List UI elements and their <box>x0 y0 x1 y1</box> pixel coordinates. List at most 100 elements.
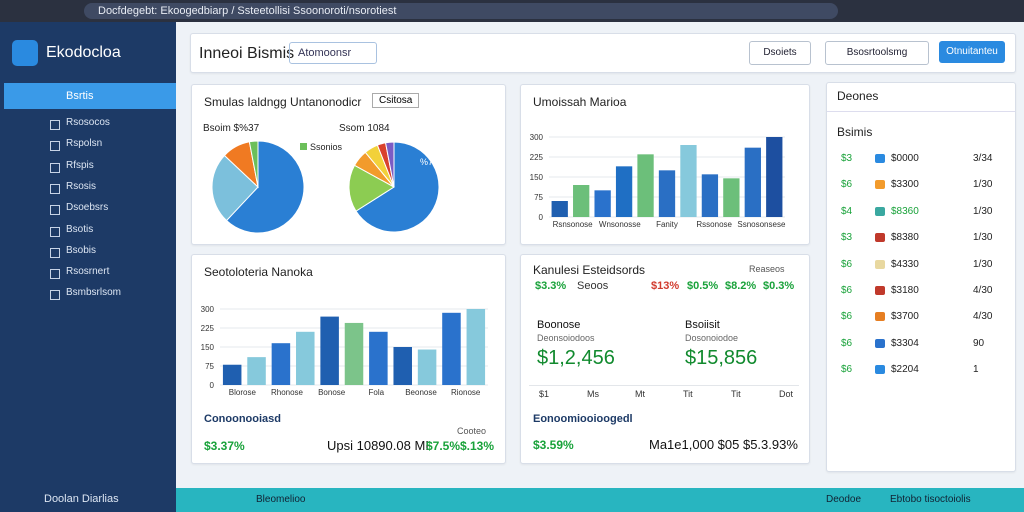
button[interactable]: Dsoiets <box>749 41 811 65</box>
nav-item[interactable]: Rspolsn <box>66 138 103 150</box>
row-cell: $6 <box>841 179 853 191</box>
bar <box>744 147 761 217</box>
bar <box>701 174 719 217</box>
axis-label: $1 <box>539 389 550 399</box>
stat: $13% <box>651 280 680 292</box>
stat: $3.37% <box>204 439 245 453</box>
bar <box>247 357 266 385</box>
page-title: Inneoi Bismis <box>199 45 295 62</box>
nav-icon <box>50 290 60 301</box>
nav-item[interactable]: Bsotis <box>66 223 94 235</box>
bar-chart: 0 75 150 225 300 Blorose Rhonose Bonose Fola Beon… <box>201 305 488 397</box>
select[interactable]: Reaseos <box>749 264 785 274</box>
x-tick-label: Ssnosonsese <box>737 220 786 229</box>
metric-label: Bsoiisit <box>685 319 720 331</box>
y-tick-label: 225 <box>530 153 544 162</box>
bar <box>766 137 783 217</box>
row-cell: $6 <box>841 258 853 270</box>
y-tick-label: 150 <box>530 173 544 182</box>
button[interactable]: Otnuitanteu <box>939 41 1005 63</box>
panel-header[interactable]: Bsimis <box>837 125 873 139</box>
x-tick-label: Rssonose <box>696 220 732 229</box>
nav-item[interactable]: Bsobis <box>66 244 97 256</box>
panel-header[interactable]: Deones <box>837 89 879 103</box>
y-tick-label: 225 <box>201 324 215 333</box>
row-cell: $3 <box>841 232 853 244</box>
bar <box>320 316 339 385</box>
stat: $7.5% <box>426 439 461 453</box>
bar <box>417 349 437 385</box>
logo <box>12 40 38 66</box>
legend-label: Ssonios <box>310 142 343 152</box>
y-tick-label: 75 <box>534 193 543 202</box>
row-cell: $3 <box>841 153 853 164</box>
bar <box>271 343 291 385</box>
legend-swatch <box>300 143 307 150</box>
nav-item[interactable]: Rsosrnert <box>66 266 110 278</box>
pie-charts: Bsoim $%37 Ssonios Ssom 1084 %7 <box>203 123 440 234</box>
sidebar-footer: Doolan Diarlias <box>44 493 119 505</box>
row-cell: 4/30 <box>973 285 993 296</box>
stat: $3.59% <box>533 438 574 452</box>
x-tick-label: Fola <box>369 388 385 397</box>
row-cell: $3180 <box>891 285 919 296</box>
button[interactable]: Bsosrtoolsmg <box>825 41 929 65</box>
bar <box>637 154 654 217</box>
nav-label: Bsrtis <box>66 90 94 102</box>
footer-text: Ebtobo tisoctoiolis <box>890 494 971 505</box>
row-cell: 1/30 <box>973 179 993 191</box>
footer-bar: Bleomelioo Deodoe Ebtobo tisoctoiolis <box>176 488 1024 512</box>
card-title: Kanulesi Esteidsords <box>533 263 646 277</box>
card-title: Umoissah Marioa <box>533 95 627 109</box>
stat: Ma1e1,000 $05 $5.3.93% <box>649 437 798 452</box>
axis-label: Ms <box>587 389 599 399</box>
bar <box>296 331 315 385</box>
pie-slice <box>248 140 259 188</box>
nav-icon <box>50 120 60 130</box>
nav-item[interactable]: Rsosis <box>66 180 97 192</box>
row-cell: $4 <box>841 205 853 217</box>
bar <box>594 190 611 217</box>
stat-label: Cooteo <box>457 426 487 436</box>
bar <box>369 331 388 385</box>
nav-item[interactable]: Rsosocos <box>66 117 110 128</box>
dropdown[interactable]: Atomoonsr <box>289 42 377 64</box>
nav-item[interactable]: Bsmbsrlsom <box>66 287 122 299</box>
footer-heading: Eonoomiooioogedl <box>533 413 633 425</box>
row-cell: $4330 <box>891 258 919 270</box>
row-icon <box>875 259 885 269</box>
y-tick-label: 0 <box>539 213 544 222</box>
footer-text: Bleomelioo <box>256 494 306 505</box>
nav-active[interactable]: Bsrtis <box>4 83 176 109</box>
nav-item[interactable]: Rfspis <box>66 159 94 171</box>
header: Inneoi Bismis Atomoonsr Dsoiets Bsosrtool… <box>190 33 1016 73</box>
axis-label: Dot <box>779 389 794 399</box>
bar-card: Umoissah Marioa 0 75 150 225 300 Rsnsonose Wns… <box>520 84 810 245</box>
metric-value: $1,2,456 <box>537 347 615 369</box>
url-bar[interactable]: Docfdegebt: Ekoogedbiarp / Ssteetollisi … <box>84 3 838 19</box>
metric-sub: Dosonoiodoe <box>685 333 739 343</box>
badge[interactable]: Csitosa <box>372 93 420 108</box>
row-cell: $2204 <box>891 364 919 376</box>
metric-value: $15,856 <box>685 347 758 369</box>
row-cell: $6 <box>841 285 853 296</box>
y-tick-label: 300 <box>201 305 215 314</box>
row-icon <box>875 286 885 295</box>
bar-chart: 0 75 150 225 300 Rsnsonose Wnsonosse Fanity Rsso… <box>530 133 786 229</box>
row-cell: $6 <box>841 311 853 323</box>
bar <box>680 145 697 217</box>
x-tick-label: Rsnsonose <box>553 220 594 229</box>
stat: $0.3% <box>763 280 795 292</box>
row-icon <box>875 180 885 190</box>
stat: $0.5% <box>687 280 719 292</box>
nav-item[interactable]: Dsoebsrs <box>66 202 109 214</box>
nav-icon <box>50 247 60 258</box>
x-tick-label: Bonose <box>318 388 346 397</box>
axis-label: Tit <box>683 389 693 399</box>
pie-inner-label: %7 <box>420 157 433 167</box>
row-cell: 1/30 <box>973 205 993 217</box>
bar <box>442 312 461 385</box>
row-icon <box>875 233 885 243</box>
right-panel: Deones Bsimis $3 $0000 3/34 $6 $3300 1/30 $4 $8… <box>826 82 1016 472</box>
